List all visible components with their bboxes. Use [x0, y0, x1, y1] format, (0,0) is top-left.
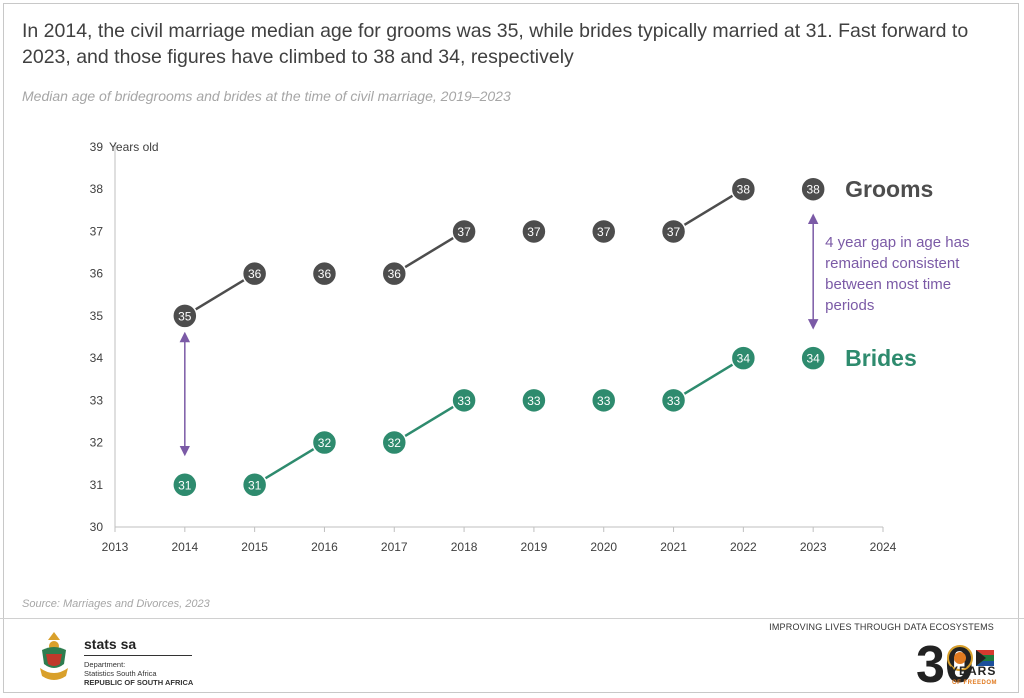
- grooms-point: [800, 176, 826, 202]
- y-tick-label: 39: [90, 140, 104, 154]
- chart-frame: [3, 3, 1019, 693]
- y-tick-label: 34: [90, 351, 104, 365]
- grooms-data-label: 35: [178, 309, 192, 323]
- grooms-data-label: 36: [388, 267, 402, 281]
- brides-data-label: 34: [807, 352, 821, 366]
- headline: In 2014, the civil marriage median age f…: [22, 20, 969, 68]
- x-tick-label: 2018: [451, 540, 478, 554]
- line-chart: 30 31 32 33 34 35 36 37 38 39 Years old 2013 2014 201…: [90, 140, 970, 554]
- grooms-point: [311, 260, 338, 287]
- grooms-point: [451, 218, 477, 245]
- logo-freedom-text: OF FREEDOM: [952, 680, 997, 686]
- grooms-segment: [184, 272, 256, 317]
- x-tick-label: 2016: [311, 540, 338, 554]
- grooms-data-label: 36: [248, 267, 262, 281]
- x-tick-label: 2024: [870, 540, 897, 554]
- chart-subtitle: Median age of bridegrooms and brides at …: [22, 88, 511, 104]
- y-tick-label: 36: [90, 267, 104, 281]
- tagline: IMPROVING LIVES THROUGH DATA ECOSYSTEMS: [769, 622, 994, 632]
- annotation-text-line: 4 year gap in age has: [825, 234, 969, 251]
- brides-point: [381, 429, 408, 456]
- brand-name: stats sa: [84, 636, 137, 652]
- coat-of-arms-icon: [40, 632, 68, 680]
- brides-data-label: 33: [667, 394, 681, 408]
- x-tick-label: 2021: [660, 540, 687, 554]
- footer-divider: [0, 618, 1024, 619]
- brides-data-label: 31: [178, 478, 192, 492]
- dept-line-1: Department:: [84, 660, 126, 669]
- grooms-data-label: 37: [667, 225, 681, 239]
- grooms-data-label: 37: [457, 225, 471, 239]
- grooms-segment: [393, 230, 465, 275]
- grooms-point: [521, 218, 547, 245]
- y-tick-label: 38: [90, 182, 104, 196]
- brides-series-label: Brides: [845, 345, 917, 371]
- brides-point: [311, 429, 338, 456]
- annotation-text-line: remained consistent: [825, 255, 960, 272]
- brides-segment: [253, 441, 326, 486]
- brides-data-label: 33: [527, 394, 541, 408]
- brides-point: [451, 387, 477, 414]
- brides-data-label: 33: [457, 394, 471, 408]
- grooms-data-label: 38: [807, 183, 821, 197]
- y-tick-label: 31: [90, 478, 104, 492]
- x-tick-label: 2023: [800, 540, 827, 554]
- department-text: Department: Statistics South Africa REPU…: [84, 660, 193, 687]
- brides-point: [800, 345, 826, 371]
- x-tick-label: 2020: [590, 540, 617, 554]
- brides-data-label: 33: [597, 394, 611, 408]
- y-axis-label: Years old: [109, 140, 159, 154]
- dept-line-3: REPUBLIC OF SOUTH AFRICA: [84, 678, 194, 687]
- grooms-segment: [672, 188, 745, 233]
- grooms-data-label: 36: [318, 267, 332, 281]
- x-tick-label: 2019: [521, 540, 548, 554]
- grooms-data-label: 38: [737, 183, 751, 197]
- y-tick-label: 37: [90, 224, 104, 238]
- y-tick-label: 32: [90, 436, 104, 450]
- grooms-data-label: 37: [527, 225, 541, 239]
- annotation-text-line: between most time: [825, 276, 951, 293]
- grooms-point: [241, 260, 268, 287]
- grooms-point: [381, 260, 408, 287]
- annotation-text-line: periods: [825, 297, 874, 314]
- brides-point: [590, 387, 617, 414]
- grooms-point: [660, 218, 687, 245]
- brides-point: [172, 472, 198, 498]
- y-tick-label: 33: [90, 393, 104, 407]
- grooms-data-label: 37: [597, 225, 611, 239]
- logo-years-text: YEARS: [950, 664, 997, 678]
- grooms-point: [172, 303, 198, 329]
- brides-point: [241, 472, 268, 498]
- logo-30-text: 30: [916, 636, 974, 692]
- x-tick-label: 2017: [381, 540, 408, 554]
- brides-data-label: 31: [248, 478, 262, 492]
- thirty-years-logo-icon: 30: [916, 636, 994, 692]
- brides-point: [730, 345, 757, 371]
- grooms-point: [590, 218, 617, 245]
- brides-point: [521, 387, 547, 414]
- brides-segment: [672, 357, 745, 402]
- grooms-point: [730, 176, 757, 202]
- x-tick-label: 2013: [102, 540, 129, 554]
- brides-data-label: 32: [388, 436, 402, 450]
- x-tick-label: 2014: [171, 540, 198, 554]
- source-note: Source: Marriages and Divorces, 2023: [22, 598, 210, 610]
- brides-data-label: 34: [737, 352, 751, 366]
- grooms-series-label: Grooms: [845, 176, 933, 202]
- brides-segment: [393, 399, 465, 444]
- x-tick-label: 2022: [730, 540, 757, 554]
- x-tick-label: 2015: [241, 540, 268, 554]
- y-tick-label: 30: [90, 520, 104, 534]
- brides-point: [660, 387, 687, 414]
- dept-line-2: Statistics South Africa: [84, 669, 157, 678]
- brand-underline: [84, 655, 192, 656]
- y-tick-label: 35: [90, 309, 104, 323]
- brides-data-label: 32: [318, 436, 332, 450]
